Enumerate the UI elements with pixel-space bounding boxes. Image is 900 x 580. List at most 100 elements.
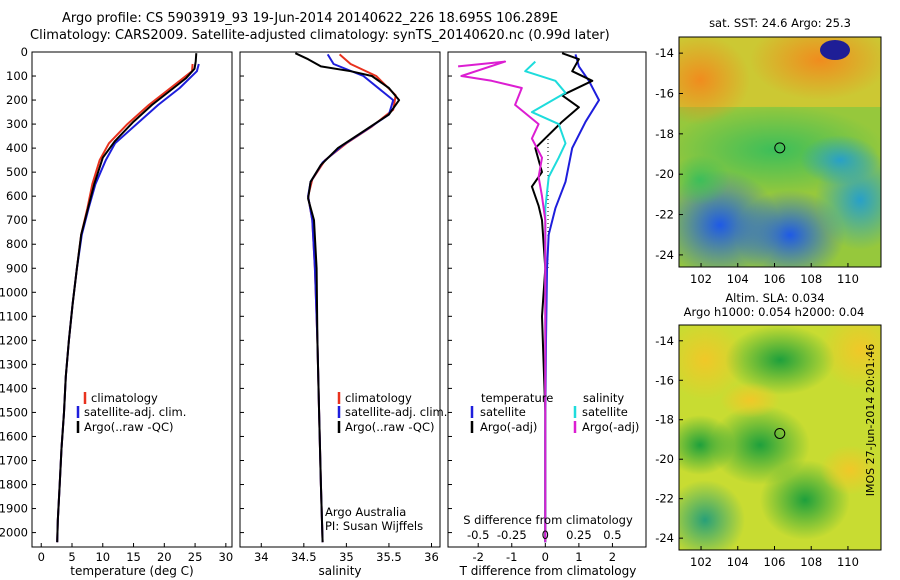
y-tick-label: 1100 — [0, 309, 28, 323]
salinity-axes-frame — [239, 51, 441, 548]
y-tick-label: 0 — [21, 45, 28, 59]
y-tick-label: 100 — [6, 69, 28, 83]
legend-label-argo: Argo(..raw -QC) — [345, 420, 435, 434]
y-tick-label: 400 — [6, 141, 28, 155]
x-tick-label: -2 — [472, 550, 483, 564]
sst-map-title: sat. SST: 24.6 Argo: 25.3 — [709, 16, 851, 30]
map-x-tick-label: 102 — [690, 555, 712, 569]
sla-map-title-line2: Argo h1000: 0.054 h2000: 0.04 — [684, 305, 865, 319]
map-y-tick-label: -22 — [655, 492, 674, 506]
y-tick-label: 800 — [6, 237, 28, 251]
series-line-blue — [544, 54, 600, 543]
temperature-axes-frame — [31, 51, 233, 548]
y-tick-label: 1900 — [0, 502, 28, 516]
legend-label-argo: Argo(..raw -QC) — [84, 420, 174, 434]
series-line-blue — [56, 63, 200, 543]
map-y-tick-label: -14 — [655, 334, 674, 348]
x-tick-label: 0 — [38, 550, 45, 564]
pi-note: PI: Susan Wijffels — [325, 519, 423, 533]
x-top-tick-label: -0.25 — [497, 528, 527, 542]
sla-heatmap — [679, 325, 881, 550]
map-y-tick-label: -18 — [655, 413, 674, 427]
salinity-xlabel: salinity — [318, 564, 361, 578]
x-tick-label: 20 — [157, 550, 172, 564]
map-y-tick-label: -16 — [655, 373, 674, 387]
sla-map-title-line1: Altim. SLA: 0.034 — [725, 291, 824, 305]
argo-position-marker — [774, 142, 786, 154]
sst-map-frame — [678, 36, 882, 268]
series-line-magenta — [457, 60, 547, 543]
map-y-tick-label: -24 — [655, 248, 674, 262]
x-top-tick-label: 0 — [542, 528, 549, 542]
legend-label-temp-satellite: satellite — [480, 405, 526, 419]
x-top-tick-label: 0.25 — [566, 528, 592, 542]
map-x-tick-label: 106 — [764, 272, 786, 286]
y-tick-label: 300 — [6, 117, 28, 131]
x-top-tick-label: -0.5 — [467, 528, 489, 542]
temperature-xlabel: temperature (deg C) — [70, 564, 193, 578]
difference-legend: temperature satellite Argo(-adj) salinit… — [470, 391, 639, 434]
y-tick-label: 1200 — [0, 333, 28, 347]
temperature-legend: climatology satellite-adj. clim. Argo(..… — [76, 391, 186, 434]
map-y-tick-label: -22 — [655, 208, 674, 222]
sla-map-panel: Altim. SLA: 0.034 Argo h1000: 0.054 h200… — [655, 291, 882, 569]
map-x-tick-label: 108 — [800, 272, 822, 286]
legend-label-satellite-adj: satellite-adj. clim. — [345, 405, 447, 419]
x-top-tick-label: 0.5 — [603, 528, 621, 542]
map-y-tick-label: -20 — [655, 452, 674, 466]
map-y-tick-label: -14 — [655, 46, 674, 60]
x-tick-label: 2 — [609, 550, 616, 564]
x-tick-label: 34.5 — [291, 550, 317, 564]
salinity-legend: climatology satellite-adj. clim. Argo(..… — [337, 391, 447, 434]
argo-australia-note: Argo Australia — [325, 505, 406, 519]
map-x-tick-label: 106 — [764, 555, 786, 569]
series-line-black — [56, 53, 198, 543]
legend-label-satellite-adj: satellite-adj. clim. — [84, 405, 186, 419]
y-tick-label: 1000 — [0, 285, 28, 299]
sst-map-panel: sat. SST: 24.6 Argo: 25.3 102 104 106 108 11… — [655, 16, 882, 286]
x-tick-label: 10 — [95, 550, 110, 564]
x-tick-label: 1 — [575, 550, 582, 564]
x-tick-label: 25 — [188, 550, 203, 564]
map-x-tick-label: 102 — [690, 272, 712, 286]
map-x-tick-label: 108 — [800, 555, 822, 569]
temperature-panel: 0 5 10 15 20 25 300100200300400500600700800900… — [0, 45, 233, 578]
difference-panel: -2 -1 0 1 2 -0.5 -0.25 0 0.25 0.5 T difference fr… — [447, 51, 647, 578]
x-tick-label: 36 — [424, 550, 439, 564]
y-tick-label: 1600 — [0, 429, 28, 443]
salinity-panel: 34 34.5 35 35.5 36 salinity climatology sate… — [239, 51, 447, 578]
y-tick-label: 2000 — [0, 526, 28, 540]
y-tick-label: 900 — [6, 261, 28, 275]
legend-label-temp-argo: Argo(-adj) — [480, 420, 537, 434]
map-y-tick-label: -18 — [655, 127, 674, 141]
argo-position-marker — [774, 427, 786, 439]
y-tick-label: 700 — [6, 213, 28, 227]
map-x-tick-label: 104 — [727, 555, 749, 569]
y-tick-label: 500 — [6, 165, 28, 179]
x-tick-label: 30 — [219, 550, 234, 564]
y-tick-label: 1800 — [0, 478, 28, 492]
legend-label-climatology: climatology — [91, 391, 158, 405]
y-tick-label: 1500 — [0, 405, 28, 419]
map-x-tick-label: 110 — [837, 272, 859, 286]
series-line-black — [294, 52, 401, 543]
map-x-tick-label: 104 — [727, 272, 749, 286]
figure-title-line1: Argo profile: CS 5903919_93 19-Jun-2014 … — [62, 11, 559, 26]
map-y-tick-label: -20 — [655, 167, 674, 181]
y-tick-label: 200 — [6, 93, 28, 107]
x-tick-label: 35.5 — [376, 550, 402, 564]
series-line-black — [530, 52, 594, 543]
figure-title-line2: Climatology: CARS2009. Satellite-adjuste… — [30, 28, 610, 43]
map-y-tick-label: -24 — [655, 531, 674, 545]
y-tick-label: 1400 — [0, 381, 28, 395]
legend-label-sal-argo: Argo(-adj) — [582, 420, 639, 434]
y-tick-label: 1300 — [0, 357, 28, 371]
x-tick-label: 0 — [542, 550, 549, 564]
difference-xlabel: T difference from climatology — [459, 564, 637, 578]
x-tick-label: 5 — [68, 550, 75, 564]
imos-timestamp-label: IMOS 27-Jun-2014 20:01:46 — [864, 344, 877, 497]
difference-axes-frame — [447, 51, 647, 548]
x-tick-label: 34 — [254, 550, 269, 564]
y-tick-label: 1700 — [0, 453, 28, 467]
legend-heading-temperature: temperature — [481, 391, 553, 405]
